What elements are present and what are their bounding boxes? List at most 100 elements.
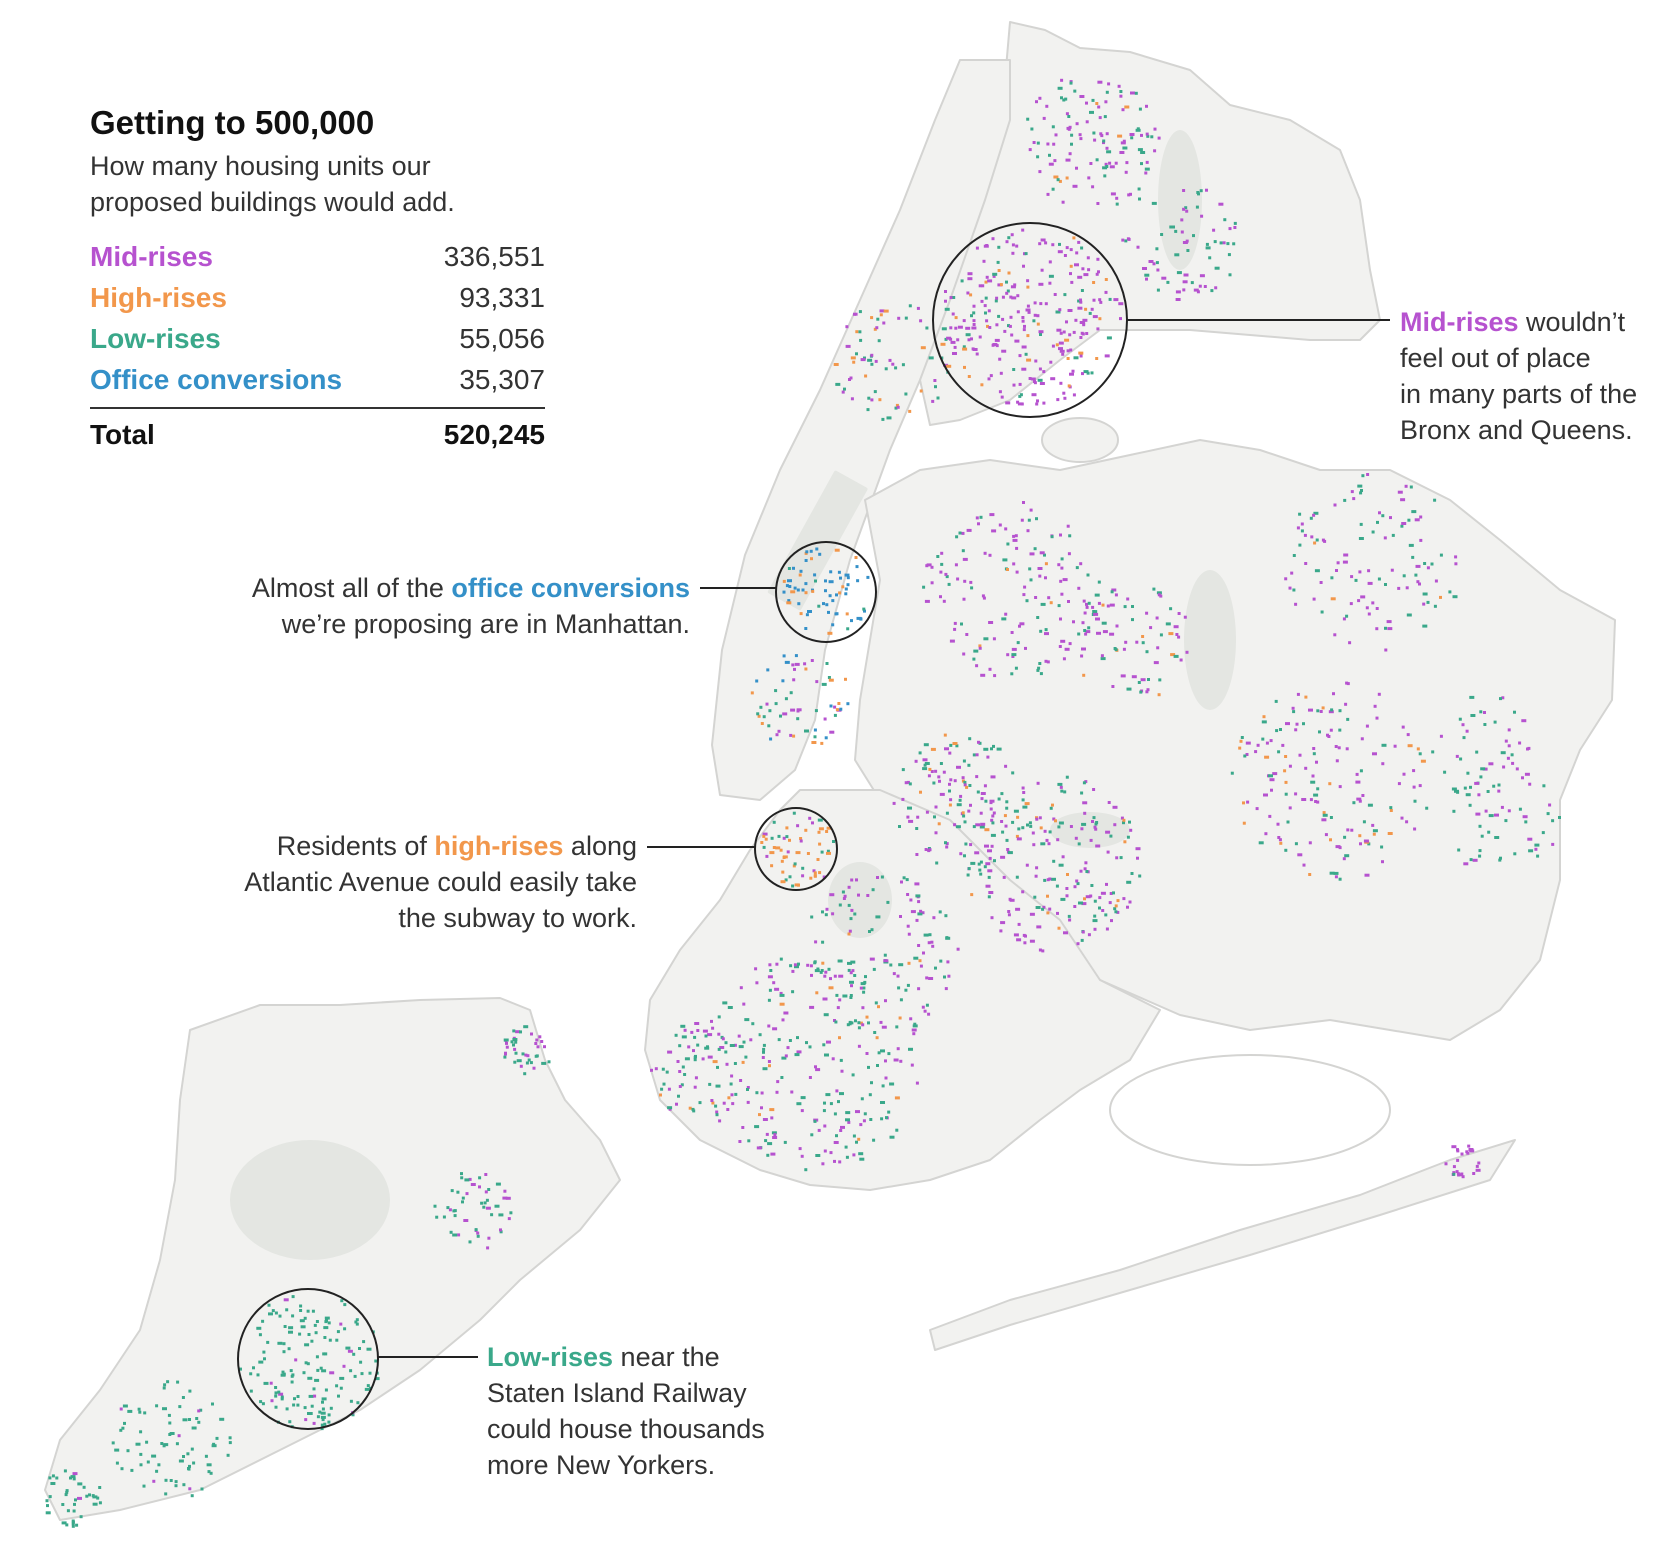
building-dot (527, 1058, 531, 1062)
building-dot (1092, 281, 1096, 284)
building-dot (770, 1152, 776, 1156)
building-dot (355, 1318, 359, 1322)
building-dot (797, 883, 800, 887)
building-dot (1492, 784, 1496, 788)
building-dot (833, 363, 839, 366)
building-dot (965, 333, 971, 337)
building-dot (956, 765, 961, 769)
building-dot (724, 1041, 728, 1045)
central-park (767, 470, 868, 611)
building-dot (1083, 370, 1089, 374)
building-dot (783, 1140, 787, 1144)
building-dot (1418, 784, 1422, 788)
building-dot (1360, 595, 1366, 599)
building-dot (1087, 601, 1091, 605)
building-dot (152, 1479, 156, 1483)
building-dot (1152, 587, 1156, 591)
building-dot (1007, 236, 1011, 240)
building-dot (972, 657, 976, 661)
building-dot (866, 894, 870, 897)
building-dot (1036, 399, 1039, 403)
building-dot (965, 326, 971, 330)
building-dot (1029, 508, 1033, 512)
building-dot (292, 1403, 296, 1407)
building-dot (1448, 590, 1452, 594)
building-dot (164, 1478, 168, 1482)
building-dot (1057, 825, 1061, 829)
building-dot (1062, 98, 1066, 102)
building-dot (967, 867, 971, 871)
building-dot (1026, 117, 1030, 121)
building-dot (949, 743, 953, 747)
building-dot (1359, 522, 1363, 526)
building-dot (1073, 905, 1077, 908)
building-dot (849, 980, 854, 984)
building-dot (939, 959, 943, 963)
building-dot (985, 275, 989, 279)
building-dot (859, 986, 863, 990)
building-dot (965, 785, 969, 789)
building-dot (693, 1058, 697, 1062)
building-dot (972, 304, 976, 308)
building-dot (676, 1060, 680, 1063)
building-dot (882, 321, 886, 325)
building-dot (535, 1038, 539, 1042)
building-dot (1180, 218, 1184, 222)
building-dot (1367, 581, 1373, 585)
building-dot (731, 1102, 735, 1106)
building-dot (514, 1051, 518, 1055)
building-dot (1290, 571, 1294, 575)
building-dot (1141, 635, 1145, 638)
building-dot (949, 778, 953, 782)
building-dot (239, 1367, 242, 1371)
building-dot (65, 1523, 69, 1527)
building-dot (1021, 890, 1025, 894)
building-dot (1005, 806, 1009, 810)
building-dot (979, 825, 985, 829)
building-dot (811, 821, 814, 825)
building-dot (943, 363, 949, 367)
building-dot (935, 861, 939, 865)
building-dot (1155, 616, 1159, 620)
building-dot (1298, 543, 1302, 547)
building-dot (813, 735, 817, 739)
building-dot (1120, 816, 1124, 820)
building-dot (1507, 809, 1511, 813)
building-dot (803, 662, 807, 666)
building-dot (1122, 139, 1126, 143)
building-dot (1028, 821, 1032, 825)
building-dot (1127, 193, 1131, 197)
building-dot (889, 1082, 895, 1086)
building-dot (962, 347, 968, 351)
building-dot (782, 654, 786, 658)
building-dot (1150, 135, 1154, 139)
building-dot (270, 1399, 274, 1403)
building-dot (967, 375, 971, 378)
building-dot (967, 272, 973, 276)
annotation-midrises-line2: feel out of place (1400, 343, 1591, 373)
building-dot (762, 715, 766, 719)
building-dot (315, 1355, 319, 1359)
building-dot (906, 924, 910, 928)
building-dot (907, 806, 912, 810)
building-dot (1070, 133, 1074, 137)
building-dot (849, 971, 853, 975)
building-dot (785, 835, 789, 839)
building-dot (1039, 629, 1043, 633)
building-dot (1144, 167, 1150, 171)
building-dot (543, 1045, 546, 1049)
building-dot (1071, 369, 1075, 373)
building-dot (799, 839, 803, 843)
building-dot (1359, 842, 1362, 846)
building-dot (1039, 551, 1045, 555)
building-dot (487, 1188, 491, 1191)
building-dot (524, 1053, 528, 1057)
building-dot (1121, 108, 1125, 112)
building-dot (696, 1043, 700, 1047)
building-dot (899, 1059, 903, 1063)
building-dot (710, 1099, 714, 1102)
park-areas (230, 130, 1236, 1260)
building-dot (310, 1404, 314, 1408)
building-dot (1462, 736, 1466, 740)
building-dot (340, 1299, 344, 1303)
